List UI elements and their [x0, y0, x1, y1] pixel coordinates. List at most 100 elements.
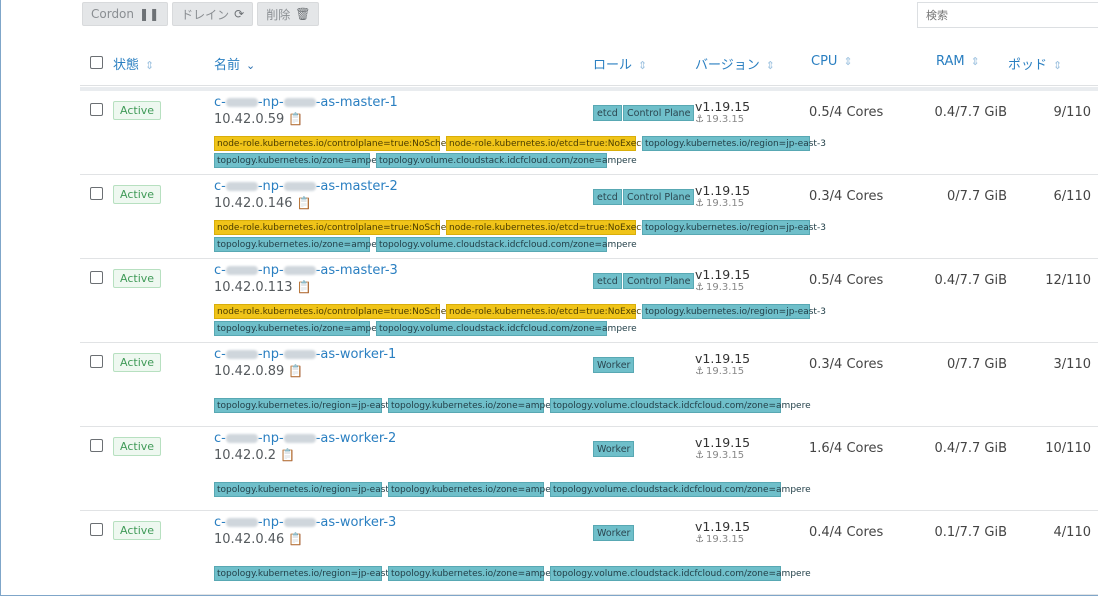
node-name-link[interactable]: c- -np- -as-master-3 — [214, 263, 398, 278]
kubelet-version: v1.19.15 — [695, 183, 751, 198]
label-tag: topology.volume.cloudstack.idcfcloud.com… — [550, 398, 811, 413]
redacted-text — [283, 518, 316, 527]
node-name-link[interactable]: c- -np- -as-worker-3 — [214, 515, 397, 530]
sort-icon: ⇕ — [970, 55, 980, 68]
label-tag: topology.volume.cloudstack.idcfcloud.com… — [550, 566, 811, 581]
redacted-text — [283, 266, 316, 275]
ram-usage: 0.1/7.7 GiB — [934, 525, 1007, 540]
copy-icon[interactable]: 📋 — [280, 448, 295, 462]
pod-count: 6/110 — [1053, 189, 1091, 204]
drain-button-label: ドレイン — [181, 7, 230, 22]
table-row[interactable]: Active c- -np- -as-master-2 10.42.0.146 📋 e… — [80, 175, 1098, 259]
ram-usage: 0.4/7.7 GiB — [934, 273, 1007, 288]
kubelet-version: v1.19.15 — [695, 351, 751, 366]
redacted-text — [225, 266, 258, 275]
node-ip: 10.42.0.113 📋 — [214, 280, 312, 295]
node-name-link[interactable]: c- -np- -as-master-2 — [214, 179, 398, 194]
docker-version: ⚓ 19.3.15 — [695, 534, 745, 545]
row-checkbox[interactable] — [90, 355, 103, 368]
delete-button[interactable]: 削除 🗑 — [257, 2, 320, 26]
cpu-usage: 0.3/4 Cores — [809, 357, 884, 372]
role-tag: Control Plane — [623, 273, 695, 289]
status-badge: Active — [113, 185, 162, 204]
copy-icon[interactable]: 📋 — [288, 112, 304, 126]
docker-version: ⚓ 19.3.15 — [695, 282, 745, 293]
docker-version: ⚓ 19.3.15 — [695, 366, 745, 377]
status-badge: Active — [113, 437, 162, 456]
select-all-checkbox[interactable] — [90, 56, 103, 69]
node-name-link[interactable]: c- -np- -as-worker-2 — [214, 431, 397, 446]
label-tag: topology.kubernetes.io/zone=ampere — [214, 237, 386, 252]
search-input[interactable] — [917, 2, 1098, 28]
node-ip: 10.42.0.46 📋 — [214, 532, 304, 547]
row-checkbox[interactable] — [90, 439, 103, 452]
row-checkbox[interactable] — [90, 271, 103, 284]
status-badge: Active — [113, 101, 162, 120]
table-row[interactable]: Active c- -np- -as-worker-2 10.42.0.2 📋 Wor… — [80, 427, 1098, 511]
pod-count: 3/110 — [1053, 357, 1091, 372]
cpu-usage: 1.6/4 Cores — [809, 441, 884, 456]
table-row[interactable]: Active c- -np- -as-master-1 10.42.0.59 📋 et… — [80, 91, 1098, 175]
copy-icon[interactable]: 📋 — [296, 196, 312, 210]
column-header-version[interactable]: バージョン ⇕ — [695, 58, 775, 73]
node-name-link[interactable]: c- -np- -as-master-1 — [214, 95, 398, 110]
ram-usage: 0/7.7 GiB — [946, 357, 1007, 372]
copy-icon[interactable]: 📋 — [288, 364, 304, 378]
label-tag: topology.kubernetes.io/zone=ampere — [388, 398, 560, 413]
column-header-pods[interactable]: ポッド ⇕ — [1008, 58, 1063, 73]
column-header-role[interactable]: ロール ⇕ — [593, 58, 648, 73]
label-tag: topology.kubernetes.io/region=jp-east-3 — [214, 566, 398, 581]
sort-icon: ⇕ — [145, 59, 155, 72]
row-checkbox[interactable] — [90, 103, 103, 116]
table-row[interactable]: Active c- -np- -as-worker-3 10.42.0.46 📋 Wo… — [80, 511, 1098, 595]
node-ip: 10.42.0.59 📋 — [214, 112, 304, 127]
label-tag: topology.volume.cloudstack.idcfcloud.com… — [376, 321, 637, 336]
label-tag: topology.volume.cloudstack.idcfcloud.com… — [550, 482, 811, 497]
redacted-text — [283, 182, 316, 191]
refresh-icon: ⟳ — [234, 7, 245, 21]
node-ip: 10.42.0.2 📋 — [214, 448, 295, 463]
label-tag: topology.kubernetes.io/region=jp-east-3 — [214, 398, 398, 413]
cordon-button[interactable]: Cordon ❚❚ — [82, 2, 169, 26]
ram-usage: 0.4/7.7 GiB — [934, 441, 1007, 456]
label-tag: topology.kubernetes.io/region=jp-east-3 — [642, 136, 826, 151]
table-header: 状態 ⇕ 名前 ⌄ ロール ⇕ バージョン ⇕ CPU ⇕ RAM ⇕ ポッド ⇕ — [80, 42, 1098, 86]
node-name-link[interactable]: c- -np- -as-worker-1 — [214, 347, 397, 362]
sort-icon: ⇕ — [1053, 59, 1063, 72]
docker-icon: ⚓ — [695, 534, 704, 545]
drain-button[interactable]: ドレイン ⟳ — [172, 2, 254, 26]
bulk-action-toolbar: Cordon ❚❚ ドレイン ⟳ 削除 🗑 — [82, 2, 320, 26]
taint-tag: node-role.kubernetes.io/etcd=true:NoExec… — [446, 220, 656, 235]
role-tag: Control Plane — [623, 105, 695, 121]
column-header-ram[interactable]: RAM ⇕ — [936, 54, 980, 69]
redacted-text — [283, 434, 316, 443]
status-badge: Active — [113, 353, 162, 372]
column-header-name[interactable]: 名前 ⌄ — [214, 58, 256, 73]
docker-icon: ⚓ — [695, 450, 704, 461]
table-row[interactable]: Active c- -np- -as-master-3 10.42.0.113 📋 e… — [80, 259, 1098, 343]
row-checkbox[interactable] — [90, 187, 103, 200]
role-tag: etcd — [593, 105, 622, 121]
column-header-state[interactable]: 状態 ⇕ — [113, 58, 155, 73]
label-tag: topology.kubernetes.io/region=jp-east-3 — [214, 482, 398, 497]
sort-icon: ⇕ — [843, 55, 853, 68]
row-checkbox[interactable] — [90, 523, 103, 536]
copy-icon[interactable]: 📋 — [288, 532, 304, 546]
docker-version: ⚓ 19.3.15 — [695, 114, 745, 125]
status-badge: Active — [113, 269, 162, 288]
trash-icon: 🗑 — [295, 7, 311, 21]
status-badge: Active — [113, 521, 162, 540]
taint-tag: node-role.kubernetes.io/etcd=true:NoExec… — [446, 304, 656, 319]
kubelet-version: v1.19.15 — [695, 519, 751, 534]
copy-icon[interactable]: 📋 — [296, 280, 312, 294]
column-header-cpu[interactable]: CPU ⇕ — [811, 54, 853, 69]
docker-icon: ⚓ — [695, 282, 704, 293]
redacted-text — [225, 98, 258, 107]
label-tag: topology.kubernetes.io/region=jp-east-3 — [642, 304, 826, 319]
redacted-text — [225, 434, 258, 443]
pause-icon: ❚❚ — [139, 7, 160, 21]
redacted-text — [283, 350, 316, 359]
table-row[interactable]: Active c- -np- -as-worker-1 10.42.0.89 📋 Wo… — [80, 343, 1098, 427]
docker-icon: ⚓ — [695, 114, 704, 125]
node-ip: 10.42.0.146 📋 — [214, 196, 312, 211]
